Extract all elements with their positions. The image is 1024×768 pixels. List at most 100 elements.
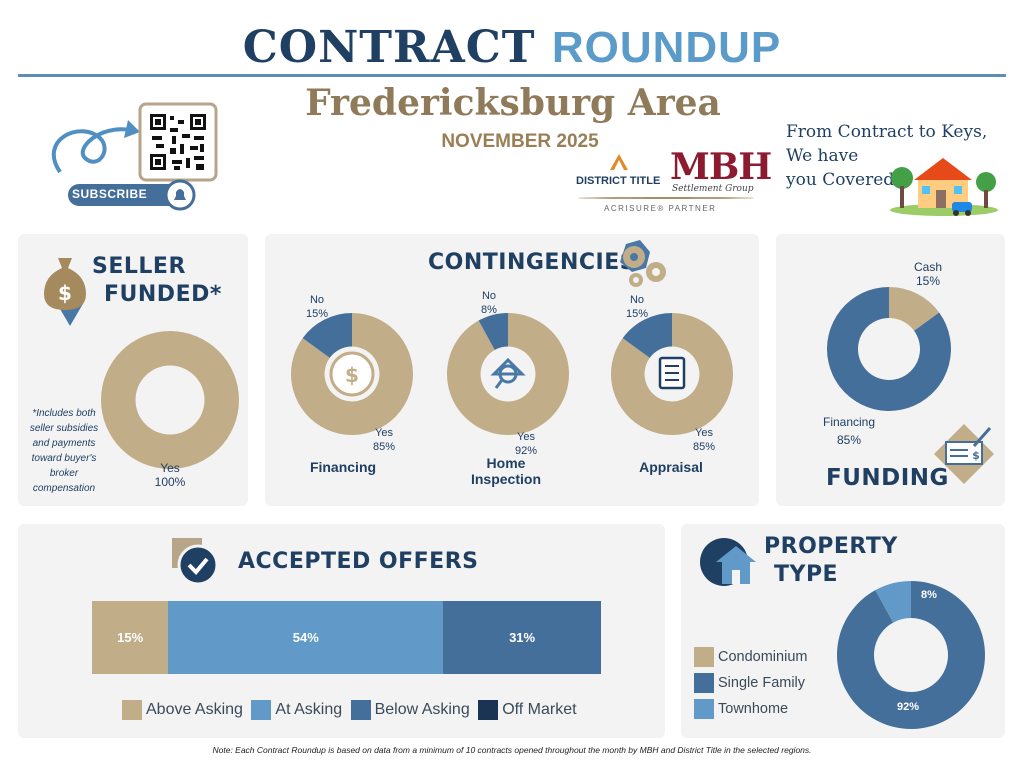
subscribe-qr-graphic[interactable] <box>40 100 230 216</box>
legend-off-market: Off Market <box>502 701 577 718</box>
inspection-yes-text: Yes <box>517 431 535 443</box>
inspection-category-line2: Inspection <box>470 471 541 487</box>
funding-slice-financing <box>827 287 951 411</box>
money-bag-icon: $ <box>44 258 86 326</box>
funding-financing-text: Financing <box>822 415 876 429</box>
footer-note: Note: Each Contract Roundup is based on … <box>212 745 812 755</box>
bar-label-below-asking: 31% <box>509 630 536 645</box>
legend-swatch-above <box>122 700 142 720</box>
inspection-no-text: No <box>481 290 497 302</box>
curly-arrow-icon <box>51 127 131 174</box>
funding-slice-cash <box>889 287 940 331</box>
seller-funded-yes-text: Yes <box>160 461 180 475</box>
financing-no-label: No 15% <box>302 293 332 321</box>
district-title-logo: DISTRICT TITLE <box>576 175 661 187</box>
month-label: NOVEMBER 2025 <box>441 131 599 152</box>
home-inspection-donut <box>447 313 569 435</box>
tagline-line-1: From Contract to Keys, <box>786 122 988 142</box>
legend-townhome: Townhome <box>718 701 789 717</box>
legend-at-asking: At Asking <box>275 701 343 718</box>
inspection-yes-label: Yes 92% <box>510 430 542 458</box>
funding-title: FUNDING <box>826 465 949 491</box>
bar-segment-at-asking: 54% <box>168 601 444 674</box>
seller-funded-slice-yes <box>101 331 239 469</box>
legend-single-family: Single Family <box>718 675 806 691</box>
mbh-logo-sub: Settlement Group <box>672 184 754 194</box>
tagline-line-3: you Covered <box>786 170 895 190</box>
bar-label-at-asking: 54% <box>292 630 319 645</box>
legend-above-asking: Above Asking <box>146 701 243 718</box>
accepted-offers-title: ACCEPTED OFFERS <box>238 549 479 574</box>
legend-swatch-condo <box>694 647 714 668</box>
appraisal-yes-text: Yes <box>695 427 713 439</box>
appraisal-slice-no <box>622 313 672 358</box>
subscribe-button[interactable]: SUBSCRIBE <box>72 187 148 201</box>
seller-funded-footnote: *Includes both seller subsidies and paym… <box>29 408 99 494</box>
property-single-value: 92% <box>896 701 920 713</box>
property-slice-townhome <box>875 581 911 623</box>
legend-swatch-single <box>694 673 714 694</box>
funding-cash-text: Cash <box>913 260 942 274</box>
header-divider <box>18 74 1006 77</box>
funding-financing-label: Financing 85% <box>816 413 882 449</box>
legend-swatch-off <box>478 700 499 720</box>
mbh-logo: MBH <box>670 146 772 188</box>
house-illustration-icon <box>890 158 998 216</box>
property-slice-single-family <box>837 581 985 729</box>
financing-yes-value: 85% <box>372 441 396 453</box>
inspection-slice-yes <box>447 313 569 435</box>
inspection-category-line1: Home <box>486 455 526 471</box>
svg-text:$: $ <box>58 281 72 305</box>
appraisal-no-value: 15% <box>625 308 649 320</box>
appraisal-no-label: No 15% <box>622 293 652 321</box>
qr-code-icon <box>138 102 218 182</box>
appraisal-donut <box>611 313 733 435</box>
district-title-logo-icon <box>610 154 628 170</box>
funding-donut <box>827 287 951 411</box>
svg-text:$: $ <box>345 363 359 387</box>
title-roundup: ROUNDUP <box>551 23 782 72</box>
appraisal-category-label: Appraisal <box>639 459 703 475</box>
bar-label-above-asking: 15% <box>117 630 144 645</box>
financing-donut: $ <box>291 313 413 435</box>
financing-category-label: Financing <box>309 459 377 475</box>
financing-no-text: No <box>309 294 325 306</box>
financing-yes-text: Yes <box>375 427 393 439</box>
inspection-no-value: 8% <box>481 304 497 316</box>
tagline: From Contract to Keys, We have you Cover… <box>786 120 1008 192</box>
property-type-title: PROPERTY TYPE <box>764 533 898 589</box>
funding-cash-value: 15% <box>915 274 941 288</box>
seller-funded-yes-label: Yes 100% <box>150 461 190 489</box>
funding-cash-label: Cash 15% <box>908 260 948 288</box>
appraisal-slice-yes <box>611 313 733 435</box>
seller-funded-donut <box>101 331 239 469</box>
appraisal-yes-value: 85% <box>692 441 716 453</box>
property-type-legend: Condominium Single Family Townhome <box>694 644 807 722</box>
checkmark-badge-icon <box>172 538 219 586</box>
financing-yes-label: Yes 85% <box>368 426 400 454</box>
title-contract: CONTRACT <box>242 22 536 73</box>
accepted-offers-legend: Above Asking At Asking Below Asking Off … <box>122 700 577 720</box>
funding-financing-value: 85% <box>836 433 862 447</box>
page-title: CONTRACT ROUNDUP <box>0 22 1024 73</box>
home-search-icon <box>490 357 526 376</box>
property-type-title-line1: PROPERTY <box>764 534 898 559</box>
acrisure-partner-label: ACRISURE® PARTNER <box>604 204 717 213</box>
tagline-line-2: We have <box>786 146 859 166</box>
inspection-no-label: No 8% <box>474 289 504 317</box>
financing-no-value: 15% <box>305 308 329 320</box>
legend-swatch-at <box>251 700 272 720</box>
appraisal-yes-label: Yes 85% <box>688 426 720 454</box>
financing-slice-no <box>302 313 352 358</box>
property-townhome-value: 8% <box>921 589 937 601</box>
seller-funded-title-line1: SELLER <box>92 254 186 279</box>
bar-segment-below-asking: 31% <box>443 601 601 674</box>
house-icon <box>700 538 756 586</box>
legend-below-asking: Below Asking <box>374 701 470 718</box>
seller-funded-yes-value: 100% <box>154 475 186 489</box>
contingencies-title: CONTINGENCIES <box>428 250 637 275</box>
legend-condominium: Condominium <box>718 649 808 665</box>
area-title: Fredericksburg Area <box>305 82 721 124</box>
inspection-yes-value: 92% <box>514 445 538 457</box>
property-type-title-line2: TYPE <box>774 562 839 587</box>
